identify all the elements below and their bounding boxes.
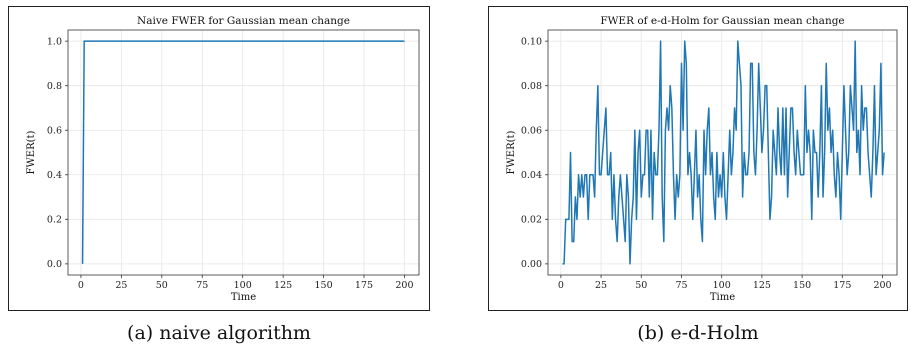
x-tick-label: 150 <box>793 280 811 291</box>
x-tick-label: 200 <box>395 280 413 291</box>
figure-frame <box>488 6 908 311</box>
x-tick-label: 125 <box>753 280 771 291</box>
y-tick-label: 0.00 <box>521 259 542 270</box>
x-tick-label: 150 <box>314 280 332 291</box>
y-tick-label: 0.6 <box>47 126 62 137</box>
x-tick-label: 200 <box>873 280 891 291</box>
x-axis-label: Time <box>710 292 735 303</box>
y-tick-label: 0.02 <box>521 215 542 226</box>
edholm-fwer-chart: 0 25 50 75 100 125 150 175 200 0.00 0.02 0.04 0.06 0.… <box>488 6 908 311</box>
x-tick-label: 100 <box>234 280 252 291</box>
y-tick-label: 0.0 <box>47 259 62 270</box>
y-tick-label: 0.10 <box>521 36 542 47</box>
x-tick-label: 50 <box>635 280 647 291</box>
y-tick-label: 0.2 <box>47 215 62 226</box>
x-tick-label: 175 <box>355 280 373 291</box>
chart-panel-naive: 0 25 50 75 100 125 150 175 200 0.0 0.2 0.4 0.6 0.8 1.0… <box>8 0 430 312</box>
x-tick-label: 25 <box>595 280 607 291</box>
x-axis-label: Time <box>231 292 256 303</box>
y-tick-label: 0.4 <box>47 170 62 181</box>
plot-area <box>547 29 898 276</box>
x-tick-label: 75 <box>675 280 687 291</box>
y-axis-label: FWER(t) <box>26 130 37 174</box>
x-tick-label: 75 <box>196 280 208 291</box>
naive-fwer-chart: 0 25 50 75 100 125 150 175 200 0.0 0.2 0.4 0.6 0.8 1.0… <box>8 6 430 311</box>
y-tick-label: 0.04 <box>521 170 542 181</box>
chart-panel-edholm: 0 25 50 75 100 125 150 175 200 0.00 0.02 0.04 0.06 0.… <box>488 0 908 312</box>
x-tick-label: 25 <box>115 280 127 291</box>
series-line <box>562 40 885 265</box>
chart-title: Naive FWER for Gaussian mean change <box>137 15 350 27</box>
x-tick-label: 125 <box>274 280 292 291</box>
plot-area <box>67 29 420 276</box>
y-tick-label: 1.0 <box>47 36 62 47</box>
y-tick-label: 0.08 <box>521 81 542 92</box>
caption-naive: (a) naive algorithm <box>127 322 311 344</box>
x-tick-label: 0 <box>558 280 564 291</box>
x-tick-label: 0 <box>78 280 84 291</box>
x-tick-label: 50 <box>156 280 168 291</box>
caption-edholm: (b) e-d-Holm <box>637 322 759 344</box>
figure-frame <box>8 6 430 311</box>
x-tick-label: 175 <box>833 280 851 291</box>
x-tick-label: 100 <box>713 280 731 291</box>
series-line <box>81 40 405 264</box>
y-axis-label: FWER(t) <box>506 130 517 174</box>
y-tick-label: 0.06 <box>521 126 542 137</box>
chart-title: FWER of e-d-Holm for Gaussian mean chang… <box>600 15 844 27</box>
y-tick-label: 0.8 <box>47 81 62 92</box>
